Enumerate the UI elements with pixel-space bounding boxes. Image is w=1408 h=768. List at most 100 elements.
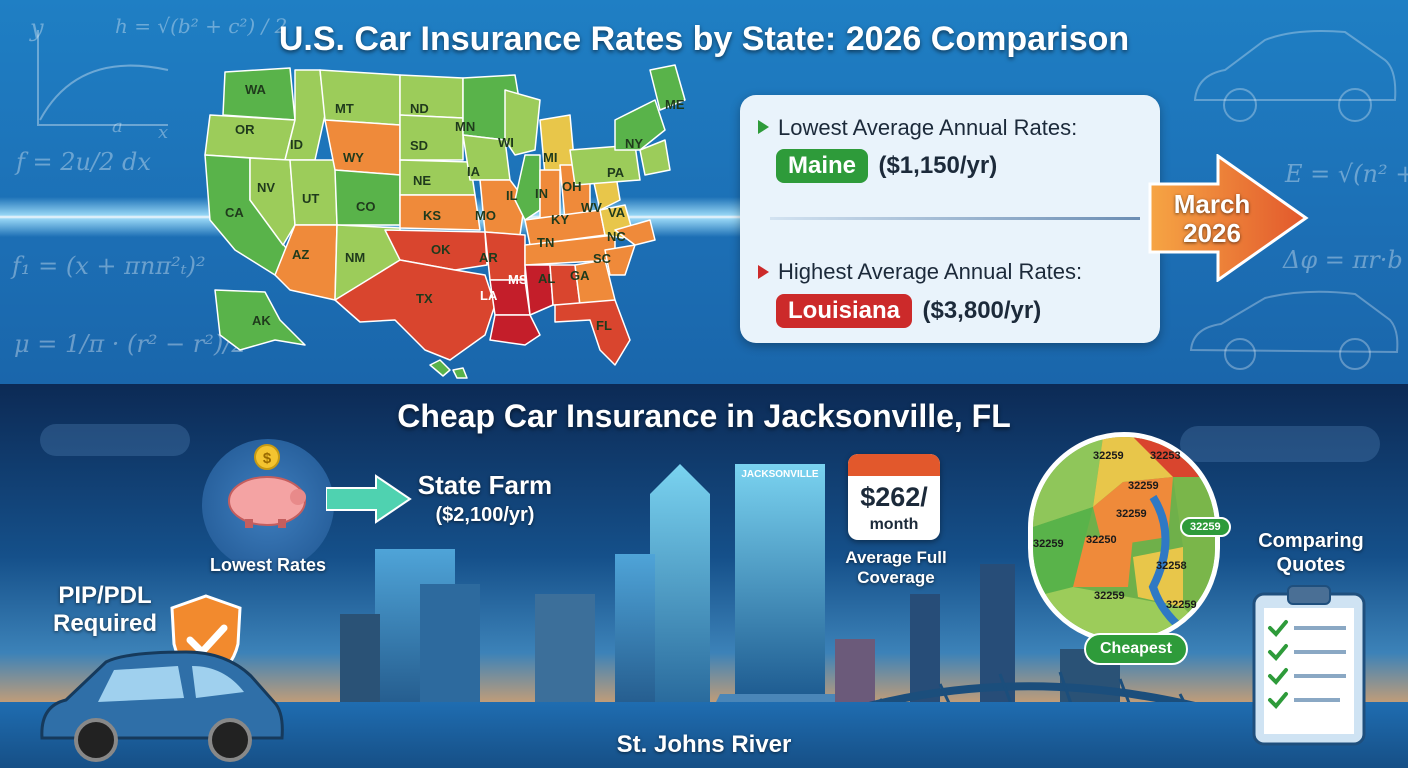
state-label: PA: [607, 165, 625, 180]
rates-summary-card: Lowest Average Annual Rates: Maine ($1,1…: [740, 95, 1160, 343]
state-label: ME: [665, 97, 685, 112]
date-year: 2026: [1183, 218, 1241, 248]
state-label: NM: [345, 250, 366, 265]
lowest-rates-heading: Lowest Average Annual Rates:: [778, 115, 1078, 140]
state-label: MS: [508, 272, 528, 287]
state-label: IN: [535, 186, 548, 201]
building-sign: JACKSONVILLE: [741, 469, 819, 480]
provider-name: State Farm: [417, 470, 553, 500]
math-formula-e: E = √(n² + 2r: [1285, 160, 1408, 188]
cloud-icon: [40, 424, 190, 456]
state-label: UT: [302, 191, 320, 206]
state-label: NC: [607, 229, 626, 244]
zip-label: 32253: [1150, 450, 1181, 462]
state-label: LA: [480, 288, 498, 303]
math-graph-sketch: [37, 30, 169, 126]
math-formula-f1: f₁ = (x + πnπ²ₜ)²: [12, 252, 206, 280]
page-title: U.S. Car Insurance Rates by State: 2026 …: [278, 20, 1130, 58]
car-outline-icon: [1189, 290, 1399, 370]
highest-rate-row: Louisiana ($3,800/yr): [776, 294, 1041, 328]
state-label: NE: [413, 173, 432, 188]
provider-rate: ($2,100/yr): [435, 504, 535, 526]
zip-highlight-badge: 32259: [1180, 517, 1231, 537]
comparing-line1: Comparing: [1258, 530, 1364, 552]
state-label: TN: [537, 235, 555, 250]
state-label: AR: [479, 250, 498, 265]
arrow-right-icon: [326, 474, 412, 524]
date-arrow-icon: [1148, 154, 1309, 282]
state-label: NY: [625, 136, 644, 151]
river-label: St. Johns River: [616, 731, 792, 758]
piggy-bank-icon: $: [228, 444, 306, 528]
zip-labels: 32259 32253 32259 32259 32259 32250 3225…: [1028, 432, 1220, 644]
cloud-icon: [1180, 426, 1380, 462]
state-label: CA: [225, 205, 244, 220]
state-label: MI: [543, 150, 558, 165]
math-formula-f: f = 2u/2 dx: [16, 148, 151, 176]
highest-state-value: ($3,800/yr): [922, 297, 1042, 324]
state-label: AL: [538, 271, 556, 286]
state-label: WI: [498, 135, 514, 150]
date-month: March: [1173, 189, 1251, 219]
state-label: AZ: [292, 247, 310, 262]
highest-state-badge: Louisiana: [776, 294, 913, 328]
state-label: GA: [570, 268, 590, 283]
math-formula-phi: Δφ = πr·b / 2: [1283, 246, 1408, 274]
state-label: KS: [423, 208, 442, 223]
math-a: a: [112, 116, 123, 137]
zip-label: 32259: [1094, 590, 1125, 602]
zip-label: 32259: [1116, 508, 1147, 520]
math-formula-mu: μ = 1/π · (r² − r²)/2: [14, 330, 247, 358]
calendar-header: [848, 454, 940, 476]
bottom-section: Cheap Car Insurance in Jacksonville, FL …: [0, 384, 1408, 768]
state-label: IL: [506, 188, 518, 203]
zip-label: 32250: [1086, 534, 1117, 546]
state-label: MO: [475, 208, 496, 223]
avg-coverage-line2: Coverage: [857, 568, 935, 587]
state-label: WA: [245, 82, 266, 97]
lowest-rates-label: Lowest Rates: [209, 555, 327, 575]
timeline-line: [770, 217, 1140, 220]
lowest-state-badge: Maine: [776, 149, 869, 183]
calendar-icon: [848, 454, 940, 540]
svg-text:$: $: [263, 450, 272, 467]
state-label: KY: [551, 212, 570, 227]
car-icon: [40, 650, 284, 762]
us-map: [204, 64, 686, 379]
state-label: OH: [562, 179, 582, 194]
comparing-line2: Quotes: [1276, 554, 1346, 576]
zip-label: 32258: [1156, 560, 1187, 572]
lowest-state-value: ($1,150/yr): [878, 152, 998, 179]
state-label: CO: [356, 199, 376, 214]
state-label: TX: [416, 291, 433, 306]
math-x: x: [158, 122, 169, 143]
state-label: VA: [608, 205, 626, 220]
state-label: FL: [596, 318, 612, 333]
avg-coverage-line1: Average Full: [845, 548, 947, 567]
zip-code-map: [1028, 432, 1220, 644]
state-label: WV: [581, 200, 602, 215]
monthly-cost: $262/: [860, 482, 928, 512]
clipboard-checklist-icon: [1252, 585, 1366, 746]
state-label: WY: [343, 150, 364, 165]
state-labels: WA OR ID MT ND SD MN WI MI ME NY PA CA N…: [195, 60, 715, 380]
zip-label: 32259: [1166, 599, 1197, 611]
state-label: MT: [335, 101, 354, 116]
car-outline-icon: [1193, 30, 1397, 122]
state-label: AK: [252, 313, 271, 328]
pip-line1: PIP/PDL: [58, 582, 152, 609]
section-title: Cheap Car Insurance in Jacksonville, FL: [397, 398, 1011, 434]
math-formula-h: h = √(b² + c²) / 2: [115, 14, 288, 38]
highest-rates-heading: Highest Average Annual Rates:: [778, 259, 1083, 284]
state-label: IA: [467, 164, 480, 179]
zip-label: 32259: [1033, 538, 1064, 550]
state-label: SC: [593, 251, 612, 266]
math-y: y: [30, 14, 44, 42]
state-label: NV: [257, 180, 276, 195]
top-section: y h = √(b² + c²) / 2 f = 2u/2 dx a x f₁ …: [0, 0, 1408, 384]
state-label: OK: [431, 242, 451, 257]
state-label: MN: [455, 119, 476, 134]
zip-label: 32259: [1093, 450, 1124, 462]
monthly-unit: month: [869, 516, 919, 533]
pip-line2: Required: [52, 610, 157, 637]
